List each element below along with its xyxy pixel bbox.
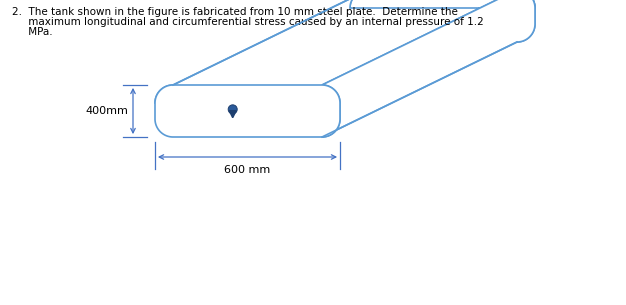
Text: MPa.: MPa. bbox=[12, 27, 53, 37]
Text: 600 mm: 600 mm bbox=[224, 165, 270, 175]
Polygon shape bbox=[155, 85, 340, 137]
Polygon shape bbox=[350, 0, 535, 42]
Text: 400mm: 400mm bbox=[85, 106, 128, 116]
Text: 2.  The tank shown in the figure is fabricated from 10 mm steel plate.  Determin: 2. The tank shown in the figure is fabri… bbox=[12, 7, 458, 17]
Circle shape bbox=[228, 105, 237, 114]
Polygon shape bbox=[229, 111, 236, 118]
Polygon shape bbox=[322, 0, 535, 137]
Polygon shape bbox=[155, 0, 535, 103]
Text: maximum longitudinal and circumferential stress caused by an internal pressure o: maximum longitudinal and circumferential… bbox=[12, 17, 484, 27]
